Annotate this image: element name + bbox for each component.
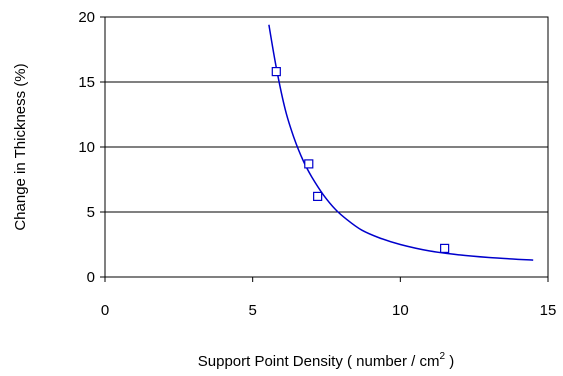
data-point: [271, 66, 281, 77]
axis-ticks: 0 5 10 15 20 0 5 10 15: [78, 9, 556, 319]
y-tick-label: 0: [87, 269, 95, 286]
x-axis-title-end: ): [445, 353, 454, 370]
y-tick-label: 15: [78, 74, 95, 91]
x-tick-label: 5: [248, 302, 256, 319]
y-tick-label: 10: [78, 139, 95, 156]
y-tick-label: 5: [87, 204, 95, 221]
x-axis-title-sup: 2: [440, 351, 446, 362]
data-point: [440, 243, 450, 253]
grid-lines: [105, 81, 548, 213]
x-tick-label: 0: [101, 302, 109, 319]
fit-curve: [268, 24, 534, 261]
x-tick-label: 15: [540, 302, 557, 319]
x-axis-title-main: Support Point Density ( number / cm: [198, 353, 440, 370]
y-axis-title: Change in Thickness (%): [12, 63, 29, 230]
x-axis-title: Support Point Density ( number / cm2 ): [198, 351, 455, 370]
fit-curve-layer: [268, 24, 534, 261]
y-tick-label: 20: [78, 9, 95, 26]
data-point: [304, 159, 314, 169]
data-point: [313, 191, 323, 201]
data-markers: [271, 66, 450, 253]
x-tick-label: 10: [392, 302, 409, 319]
